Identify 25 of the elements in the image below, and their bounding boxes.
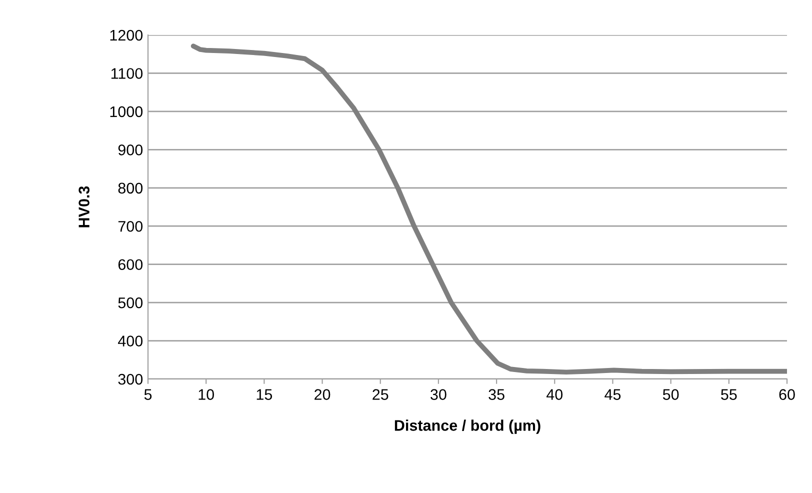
y-tick-label: 700: [118, 220, 143, 232]
x-axis-title: Distance / bord (µm): [394, 420, 540, 434]
y-tick-label: 300: [118, 374, 143, 385]
y-tick-label: 1200: [110, 30, 143, 41]
x-tick-label: 55: [721, 389, 737, 400]
x-tick-label: 60: [779, 389, 795, 400]
y-tick-label: 800: [118, 182, 143, 194]
x-tick-label: 40: [546, 389, 563, 400]
x-tick-label: 45: [604, 389, 621, 400]
x-tick-label: 5: [144, 389, 152, 400]
y-tick-label: 1000: [110, 106, 143, 118]
x-tick-label: 20: [314, 389, 330, 400]
y-tick-label: 1100: [111, 68, 143, 79]
x-tick-label: 35: [488, 389, 504, 400]
x-tick-label: 10: [198, 389, 214, 400]
x-tick-label: 50: [662, 389, 679, 400]
x-tick-label: 25: [372, 389, 388, 400]
y-tick-label: 500: [118, 297, 143, 308]
y-tick-label: 400: [118, 336, 143, 346]
y-axis-title: HV0.3: [78, 186, 90, 228]
line-series: [190, 44, 787, 375]
y-tick-label: 600: [118, 259, 143, 270]
x-tick-label: 15: [256, 389, 272, 400]
x-tick-label: 30: [430, 389, 446, 400]
y-tick-label: 900: [118, 144, 143, 156]
